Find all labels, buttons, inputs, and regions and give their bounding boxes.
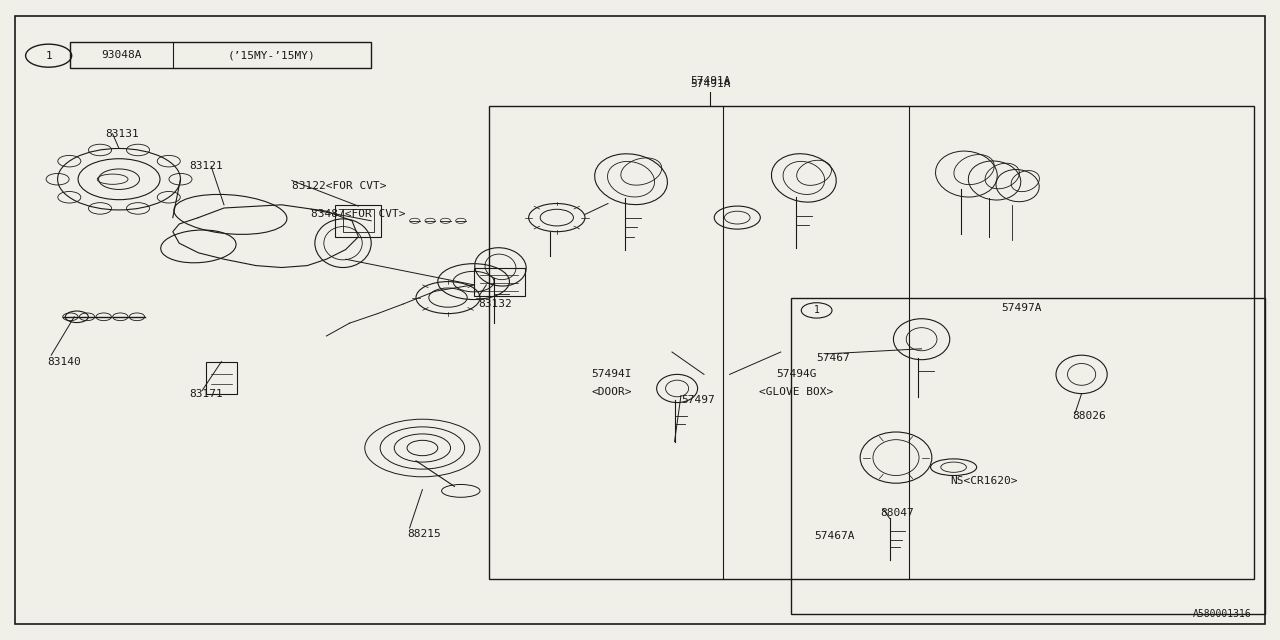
Text: 88026: 88026 — [1073, 411, 1106, 421]
Text: 88215: 88215 — [407, 529, 440, 540]
Text: NS<CR1620>: NS<CR1620> — [950, 476, 1018, 486]
Text: 83131: 83131 — [105, 129, 138, 140]
Bar — [791, 298, 1265, 614]
Bar — [206, 362, 237, 394]
Bar — [343, 209, 374, 232]
Bar — [474, 268, 525, 296]
Text: 57494I: 57494I — [591, 369, 632, 380]
Text: <DOOR>: <DOOR> — [591, 387, 632, 397]
Text: <GLOVE BOX>: <GLOVE BOX> — [759, 387, 833, 397]
Text: 57497A: 57497A — [1001, 303, 1042, 314]
Bar — [70, 42, 371, 68]
Text: 83140: 83140 — [47, 356, 81, 367]
Text: 57491A: 57491A — [690, 76, 731, 86]
Text: 88047: 88047 — [881, 508, 914, 518]
Text: 93048A: 93048A — [101, 50, 142, 60]
Text: (’15MY-’15MY): (’15MY-’15MY) — [228, 50, 316, 60]
Text: 83171: 83171 — [189, 388, 223, 399]
Bar — [489, 106, 1254, 579]
Text: 83122<FOR CVT>: 83122<FOR CVT> — [292, 180, 387, 191]
Text: 1: 1 — [814, 305, 819, 316]
Text: A580001316: A580001316 — [1193, 609, 1252, 619]
Text: 1: 1 — [45, 51, 52, 61]
Bar — [335, 205, 381, 237]
Text: 57497: 57497 — [681, 395, 714, 405]
Text: 57494G: 57494G — [776, 369, 817, 380]
Text: 83121: 83121 — [189, 161, 223, 172]
Text: 57491A: 57491A — [690, 79, 731, 90]
Text: 57467A: 57467A — [814, 531, 855, 541]
Text: 57467: 57467 — [817, 353, 850, 364]
Text: 83132: 83132 — [479, 299, 512, 309]
Text: 83487<FOR CVT>: 83487<FOR CVT> — [311, 209, 406, 220]
